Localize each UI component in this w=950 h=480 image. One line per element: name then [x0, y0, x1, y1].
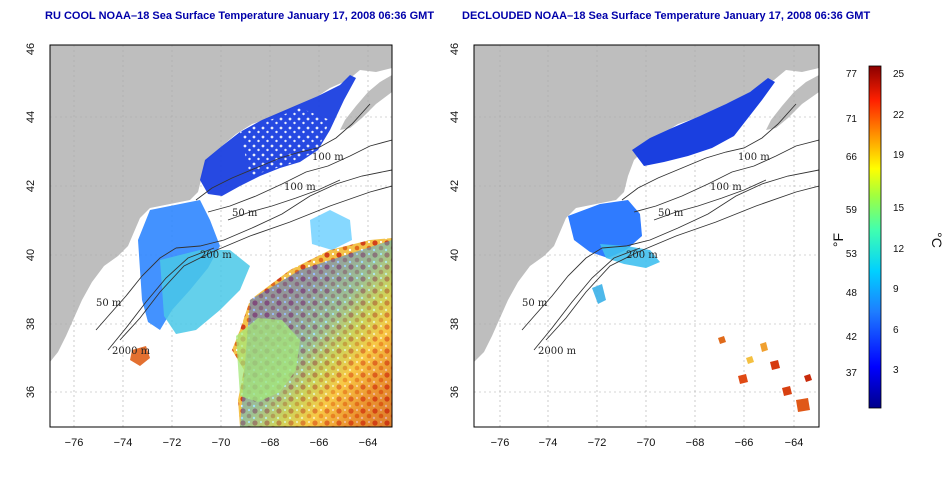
- colorbar-fahrenheit-unit: °F: [830, 233, 846, 247]
- colorbar: [868, 65, 882, 409]
- left-contour-100m: [207, 139, 392, 213]
- colorbar-f-tick: 59: [846, 205, 858, 216]
- right-contour-label-5: 50 m: [522, 298, 548, 309]
- right-contour-label-4: 200 m: [626, 250, 658, 261]
- colorbar-c-tick: 19: [893, 150, 905, 161]
- right-lat-tick: 36: [449, 386, 461, 398]
- right-lon-tick: −64: [785, 437, 804, 449]
- left-lat-tick: 40: [25, 249, 37, 261]
- colorbar-celsius-unit: °C: [929, 232, 945, 248]
- right-contour-label-6: 2000 m: [538, 346, 577, 357]
- right-sst-gulf-stream-specks: [718, 336, 812, 412]
- left-lat-tick: 44: [25, 111, 37, 123]
- left-lon-tick: −74: [114, 437, 133, 449]
- left-contour-label-5: 50 m: [96, 298, 122, 309]
- colorbar-f-tick: 42: [846, 332, 858, 343]
- left-lon-axis: −76 −74 −72 −70 −68 −66 −64: [65, 437, 378, 449]
- colorbar-f-tick: 37: [846, 368, 858, 379]
- left-contour-label-2: 100 m: [284, 182, 316, 193]
- right-map: 100 m 100 m 50 m 200 m 50 m 2000 m: [474, 45, 819, 427]
- left-lon-tick: −64: [359, 437, 378, 449]
- right-lat-axis: 46 44 42 40 38 36: [449, 43, 461, 398]
- right-land: [474, 45, 819, 362]
- right-land-nova-scotia: [766, 75, 819, 130]
- colorbar-f-tick: 71: [846, 114, 858, 125]
- right-lon-axis: −76 −74 −72 −70 −68 −66 −64: [491, 437, 804, 449]
- right-lat-tick: 46: [449, 43, 461, 55]
- left-contour-200m: [175, 169, 392, 249]
- left-lon-tick: −68: [261, 437, 280, 449]
- right-lon-tick: −74: [539, 437, 558, 449]
- left-lat-tick: 38: [25, 318, 37, 330]
- colorbar-c-tick: 22: [893, 110, 905, 121]
- right-lon-tick: −66: [735, 437, 754, 449]
- left-lon-tick: −76: [65, 437, 84, 449]
- colorbar-f-tick: 66: [846, 152, 858, 163]
- right-lat-tick: 44: [449, 111, 461, 123]
- left-lat-tick: 36: [25, 386, 37, 398]
- colorbar-f-tick: 77: [846, 69, 858, 80]
- left-land: [50, 45, 392, 362]
- right-lon-tick: −76: [491, 437, 510, 449]
- colorbar-f-tick: 48: [846, 288, 858, 299]
- right-lon-tick: −72: [588, 437, 607, 449]
- colorbar-fahrenheit-ticks: 77 71 66 59 53 48 42 37: [846, 69, 858, 379]
- right-contour-label-2: 100 m: [710, 182, 742, 193]
- left-contour-label-4: 200 m: [200, 250, 232, 261]
- left-lat-tick: 42: [25, 180, 37, 192]
- left-lon-tick: −70: [212, 437, 231, 449]
- colorbar-c-tick: 12: [893, 244, 905, 255]
- left-lat-axis: 46 44 42 40 38 36: [25, 43, 37, 398]
- left-map-frame: [49, 44, 393, 428]
- right-sst-shelf: [568, 200, 642, 258]
- left-map: 100 m 100 m 50 m 200 m 50 m 2000 m: [50, 45, 392, 427]
- colorbar-c-tick: 9: [893, 284, 899, 295]
- right-map-frame: [473, 44, 820, 428]
- colorbar-c-tick: 3: [893, 365, 899, 376]
- right-lon-tick: −68: [686, 437, 705, 449]
- left-contour-label-3: 50 m: [232, 208, 258, 219]
- left-lon-tick: −72: [163, 437, 182, 449]
- right-contour-label-3: 50 m: [658, 208, 684, 219]
- left-lat-tick: 46: [25, 43, 37, 55]
- colorbar-celsius-ticks: 25 22 19 15 12 9 6 3: [893, 69, 905, 376]
- left-contour-shelf-break: [107, 247, 215, 351]
- right-sst-gulf-of-maine: [632, 78, 775, 166]
- left-contour-2000m: [119, 185, 392, 341]
- right-lat-tick: 38: [449, 318, 461, 330]
- colorbar-f-tick: 53: [846, 249, 858, 260]
- left-panel-title: RU COOL NOAA–18 Sea Surface Temperature …: [45, 10, 434, 22]
- right-contour-label-1: 100 m: [738, 152, 770, 163]
- left-contour-50m-north: [195, 103, 371, 201]
- right-lat-tick: 42: [449, 180, 461, 192]
- right-lat-tick: 40: [449, 249, 461, 261]
- colorbar-c-tick: 6: [893, 325, 899, 336]
- left-land-nova-scotia: [340, 75, 392, 130]
- left-lon-tick: −66: [310, 437, 329, 449]
- right-panel-title: DECLOUDED NOAA–18 Sea Surface Temperatur…: [462, 10, 870, 22]
- left-contour-label-6: 2000 m: [112, 346, 151, 357]
- colorbar-c-tick: 15: [893, 203, 905, 214]
- left-contour-50m-south: [95, 247, 177, 331]
- right-lon-tick: −70: [637, 437, 656, 449]
- colorbar-c-tick: 25: [893, 69, 905, 80]
- left-contour-label-1: 100 m: [312, 152, 344, 163]
